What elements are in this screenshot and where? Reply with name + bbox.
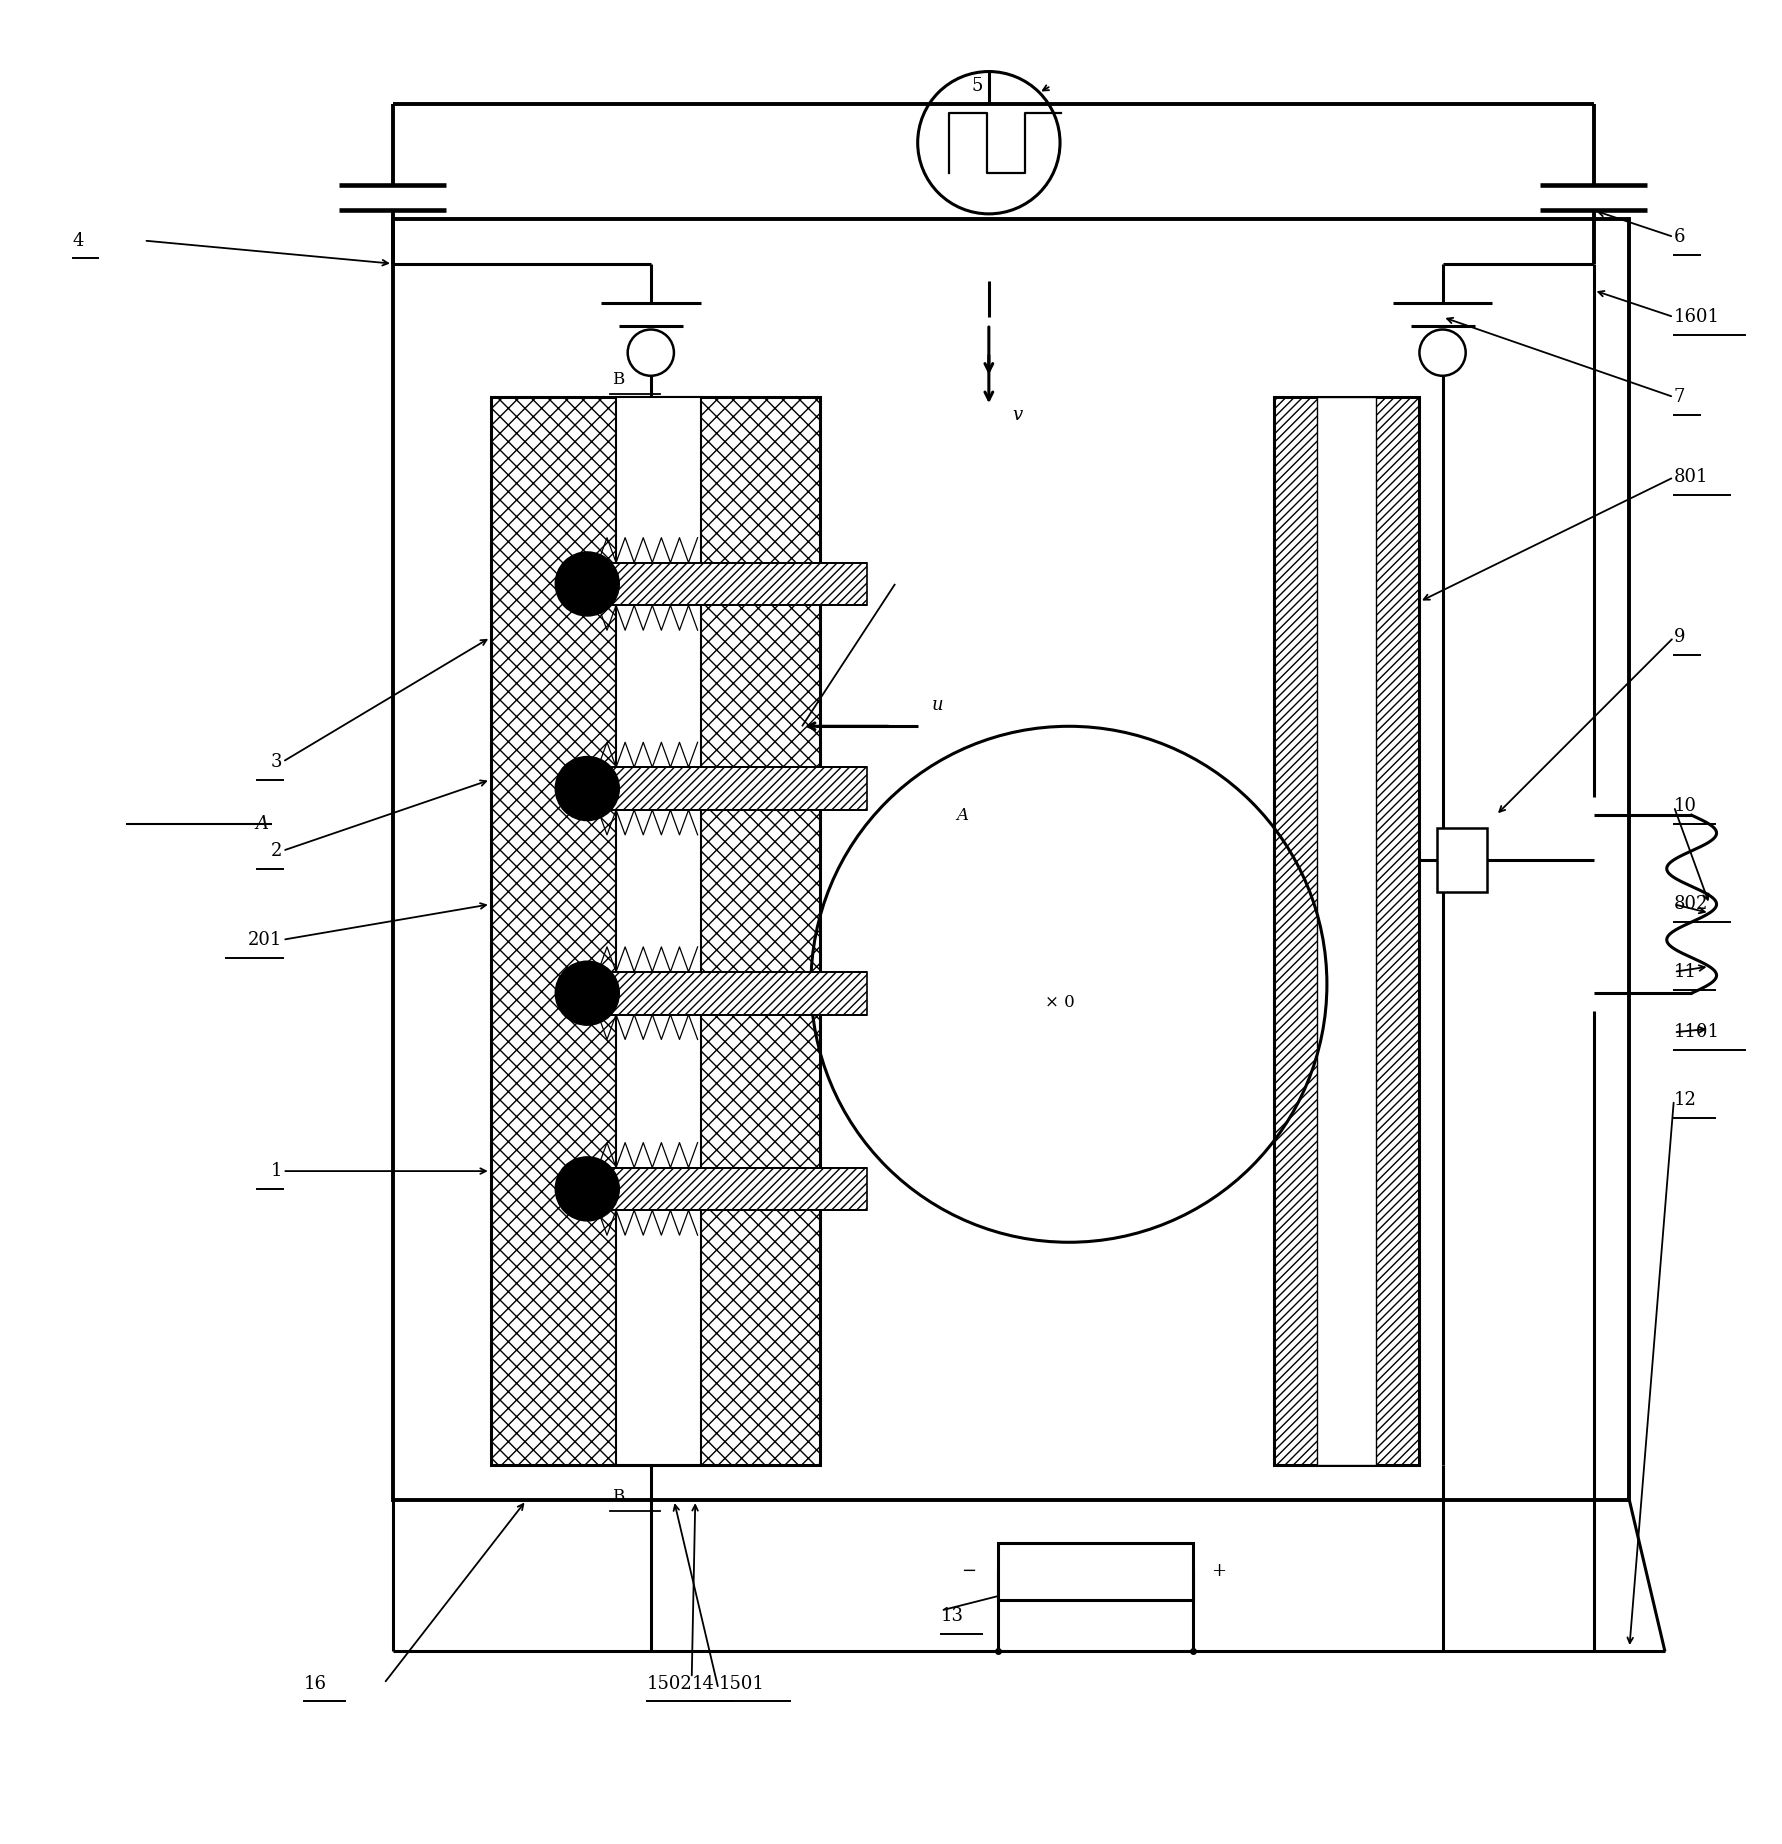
Text: B: B — [613, 1488, 624, 1505]
Text: 4: 4 — [73, 232, 84, 249]
Text: +: + — [1212, 1562, 1226, 1580]
Text: −: − — [960, 1562, 977, 1580]
Text: 16: 16 — [305, 1674, 326, 1693]
Text: 9: 9 — [1673, 629, 1686, 647]
Bar — [998, 1543, 1194, 1601]
Bar — [592, 972, 866, 1014]
Circle shape — [556, 1156, 620, 1221]
Text: 3: 3 — [271, 752, 283, 771]
Text: A: A — [957, 806, 968, 824]
Text: 802: 802 — [1673, 894, 1709, 913]
Text: 1601: 1601 — [1673, 308, 1720, 326]
Text: 14: 14 — [691, 1674, 715, 1693]
Circle shape — [1420, 330, 1465, 376]
Bar — [592, 562, 866, 605]
Circle shape — [556, 961, 620, 1025]
Text: 1502: 1502 — [647, 1674, 693, 1693]
Text: u: u — [932, 695, 943, 714]
Text: 5: 5 — [971, 77, 982, 94]
Text: 801: 801 — [1673, 468, 1709, 487]
Bar — [592, 1167, 866, 1210]
Circle shape — [627, 330, 674, 376]
Text: × 0: × 0 — [1046, 994, 1075, 1011]
Text: 1501: 1501 — [718, 1674, 764, 1693]
Bar — [592, 767, 866, 810]
Bar — [617, 396, 702, 1464]
Circle shape — [556, 551, 620, 616]
Text: A: A — [255, 815, 269, 833]
Bar — [490, 396, 820, 1464]
Text: 13: 13 — [941, 1606, 964, 1625]
Text: 11: 11 — [1673, 963, 1696, 981]
Bar — [1438, 828, 1486, 892]
Text: 12: 12 — [1673, 1092, 1696, 1108]
Bar — [1317, 396, 1376, 1464]
Text: v: v — [1012, 406, 1023, 424]
Text: 6: 6 — [1673, 229, 1686, 245]
Text: 201: 201 — [248, 931, 283, 950]
Bar — [1274, 396, 1420, 1464]
Text: 7: 7 — [1673, 387, 1686, 406]
Text: B: B — [613, 371, 624, 387]
Text: 1101: 1101 — [1673, 1023, 1720, 1042]
Text: 2: 2 — [271, 843, 283, 859]
Bar — [392, 219, 1629, 1501]
Circle shape — [556, 756, 620, 821]
Text: 1: 1 — [271, 1162, 283, 1180]
Text: 10: 10 — [1673, 797, 1696, 815]
